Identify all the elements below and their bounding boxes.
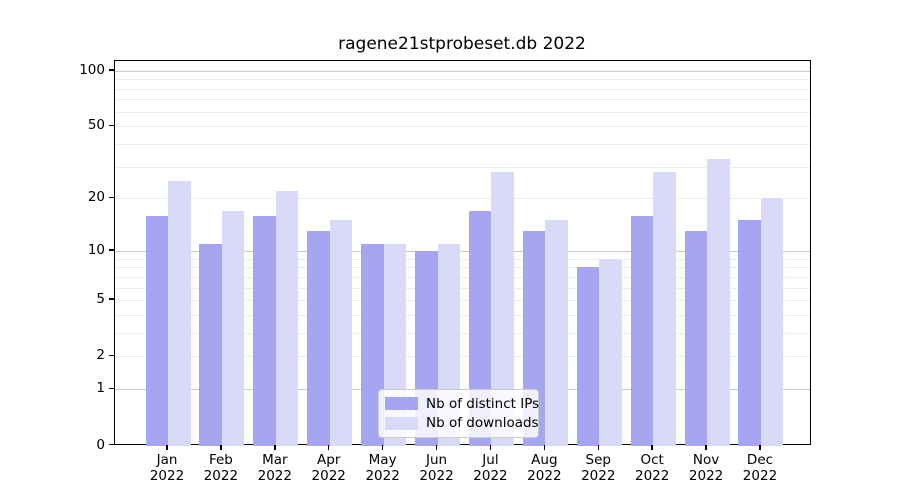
x-tick-mark (166, 445, 168, 450)
minor-gridline (115, 111, 810, 113)
x-tick-mark (597, 445, 599, 450)
x-tick-label: Jul 2022 (473, 452, 508, 484)
legend-swatch-downloads (385, 416, 418, 430)
x-tick-label: Aug 2022 (527, 452, 562, 484)
minor-gridline (115, 332, 810, 334)
x-tick-label: Sep 2022 (581, 452, 616, 484)
minor-gridline (115, 144, 810, 146)
minor-gridline (115, 258, 810, 260)
legend-label-downloads: Nb of downloads (426, 415, 539, 432)
y-tick-label: 1 (96, 380, 105, 397)
y-tick-mark (109, 69, 114, 71)
y-tick-mark (109, 354, 114, 357)
minor-gridline (115, 198, 810, 200)
x-tick-label: Jun 2022 (419, 452, 454, 484)
bar-oct-downloads (653, 172, 676, 446)
x-tick-mark (381, 445, 384, 450)
legend-label-distinct-ips: Nb of distinct IPs (426, 395, 540, 412)
x-tick-mark (274, 445, 276, 450)
minor-gridline (115, 356, 810, 358)
bar-feb-downloads (221, 210, 245, 446)
bar-apr-distinct-ips (307, 231, 330, 446)
bar-jul-downloads (491, 172, 514, 446)
y-tick-mark (109, 443, 114, 446)
y-tick-label: 20 (87, 189, 105, 206)
bar-apr-downloads (329, 220, 353, 446)
x-tick-label: Dec 2022 (742, 452, 778, 484)
legend: Nb of distinct IPs Nb of downloads (378, 389, 539, 438)
y-tick-label: 5 (96, 291, 105, 308)
bar-feb-distinct-ips (199, 243, 222, 446)
minor-gridline (115, 300, 810, 302)
y-tick-label: 10 (87, 241, 105, 258)
minor-gridline (115, 126, 810, 128)
legend-item-downloads: Nb of downloads (385, 415, 539, 431)
y-tick-label: 2 (96, 347, 105, 364)
y-tick-mark (109, 387, 114, 389)
y-tick-mark (109, 298, 114, 300)
y-tick-mark (109, 196, 114, 199)
x-tick-mark (489, 445, 492, 450)
x-tick-mark (328, 445, 330, 450)
x-tick-mark (705, 445, 707, 450)
minor-gridline (115, 79, 810, 81)
major-gridline (115, 70, 810, 72)
bar-aug-downloads (545, 220, 568, 446)
minor-gridline (115, 287, 810, 289)
minor-gridline (115, 88, 810, 90)
x-tick-label: May 2022 (365, 452, 400, 484)
chart-title: ragene21stprobeset.db 2022 (338, 34, 586, 54)
x-tick-mark (435, 445, 438, 450)
x-tick-label: Nov 2022 (688, 452, 724, 484)
x-tick-label: Oct 2022 (634, 452, 670, 484)
y-tick-mark (109, 249, 114, 251)
bar-nov-downloads (707, 159, 730, 446)
x-tick-label: Apr 2022 (311, 452, 346, 484)
y-tick-mark (109, 124, 114, 127)
x-tick-mark (759, 445, 761, 450)
x-tick-label: Mar 2022 (257, 452, 292, 484)
bar-oct-distinct-ips (630, 215, 654, 446)
y-tick-label: 100 (79, 61, 105, 78)
legend-swatch-distinct-ips (385, 397, 418, 411)
x-tick-mark (220, 445, 222, 450)
minor-gridline (115, 314, 810, 316)
x-tick-mark (543, 445, 546, 450)
bar-dec-downloads (760, 198, 784, 446)
minor-gridline (115, 267, 810, 269)
bar-sep-distinct-ips (576, 267, 600, 446)
minor-gridline (115, 166, 810, 168)
bar-jan-downloads (168, 181, 191, 446)
y-tick-label: 0 (96, 436, 105, 453)
bar-jul-distinct-ips (468, 210, 492, 446)
bar-nov-distinct-ips (684, 231, 708, 446)
bar-mar-downloads (275, 190, 299, 446)
minor-gridline (115, 276, 810, 278)
bar-sep-downloads (599, 258, 622, 446)
bar-mar-distinct-ips (253, 215, 276, 446)
x-tick-mark (651, 445, 653, 450)
bar-dec-distinct-ips (738, 220, 761, 446)
plot-area (114, 60, 811, 446)
legend-item-distinct-ips: Nb of distinct IPs (385, 396, 539, 412)
x-tick-label: Jan 2022 (149, 452, 185, 484)
minor-gridline (115, 99, 810, 101)
bar-jan-distinct-ips (145, 215, 168, 446)
x-tick-label: Feb 2022 (203, 452, 239, 484)
major-gridline (115, 250, 810, 252)
y-tick-label: 50 (87, 117, 105, 134)
